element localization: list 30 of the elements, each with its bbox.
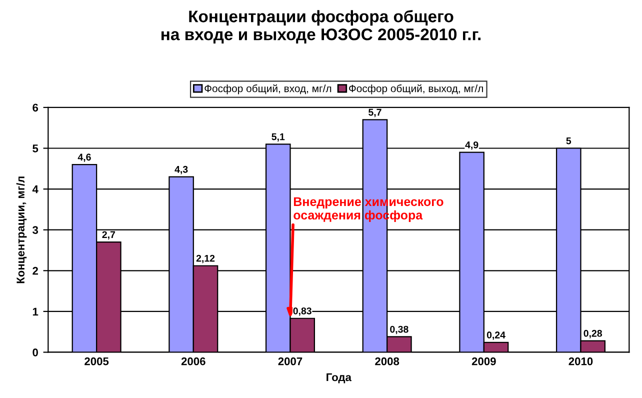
legend-label: Фосфор общий, выход, мг/л: [349, 84, 483, 94]
data-label: 5,1: [272, 133, 285, 142]
data-label: 4,6: [78, 154, 91, 162]
data-label: 5,7: [368, 108, 382, 118]
data-label: 4,9: [465, 141, 478, 150]
x-tick-label: 2007: [278, 357, 302, 366]
x-tick-label: 2010: [568, 357, 593, 366]
data-label: 0,83: [293, 307, 312, 316]
y-tick-label: 2: [32, 266, 38, 275]
data-label: 4,3: [174, 166, 188, 174]
legend-label: Фосфор общий, вход, мг/л: [204, 84, 332, 94]
y-axis-title: Концентрации, мг/л: [16, 176, 27, 284]
y-tick-label: 3: [32, 226, 38, 234]
x-tick-label: 2008: [375, 357, 400, 366]
data-label: 0,28: [584, 330, 602, 338]
data-label: 2,7: [102, 231, 116, 240]
data-label: 0,38: [390, 326, 408, 334]
y-tick-label: 1: [32, 308, 38, 316]
y-tick-label: 5: [32, 144, 38, 152]
x-tick-label: 2006: [181, 357, 206, 366]
y-tick-label: 0: [32, 348, 38, 356]
data-label: 2,12: [196, 254, 215, 264]
x-tick-label: 2009: [472, 357, 496, 366]
chart-title: Концентрации фосфора общего на входе и выходе ЮЗОС 2005-2010 г.г.: [162, 10, 481, 44]
data-label: 5: [566, 137, 572, 144]
x-tick-label: 2005: [84, 357, 109, 366]
y-tick-label: 4: [32, 185, 38, 194]
y-tick-label: 6: [32, 104, 38, 112]
x-axis-title: Года: [326, 373, 352, 384]
data-label: 0,24: [486, 332, 506, 340]
